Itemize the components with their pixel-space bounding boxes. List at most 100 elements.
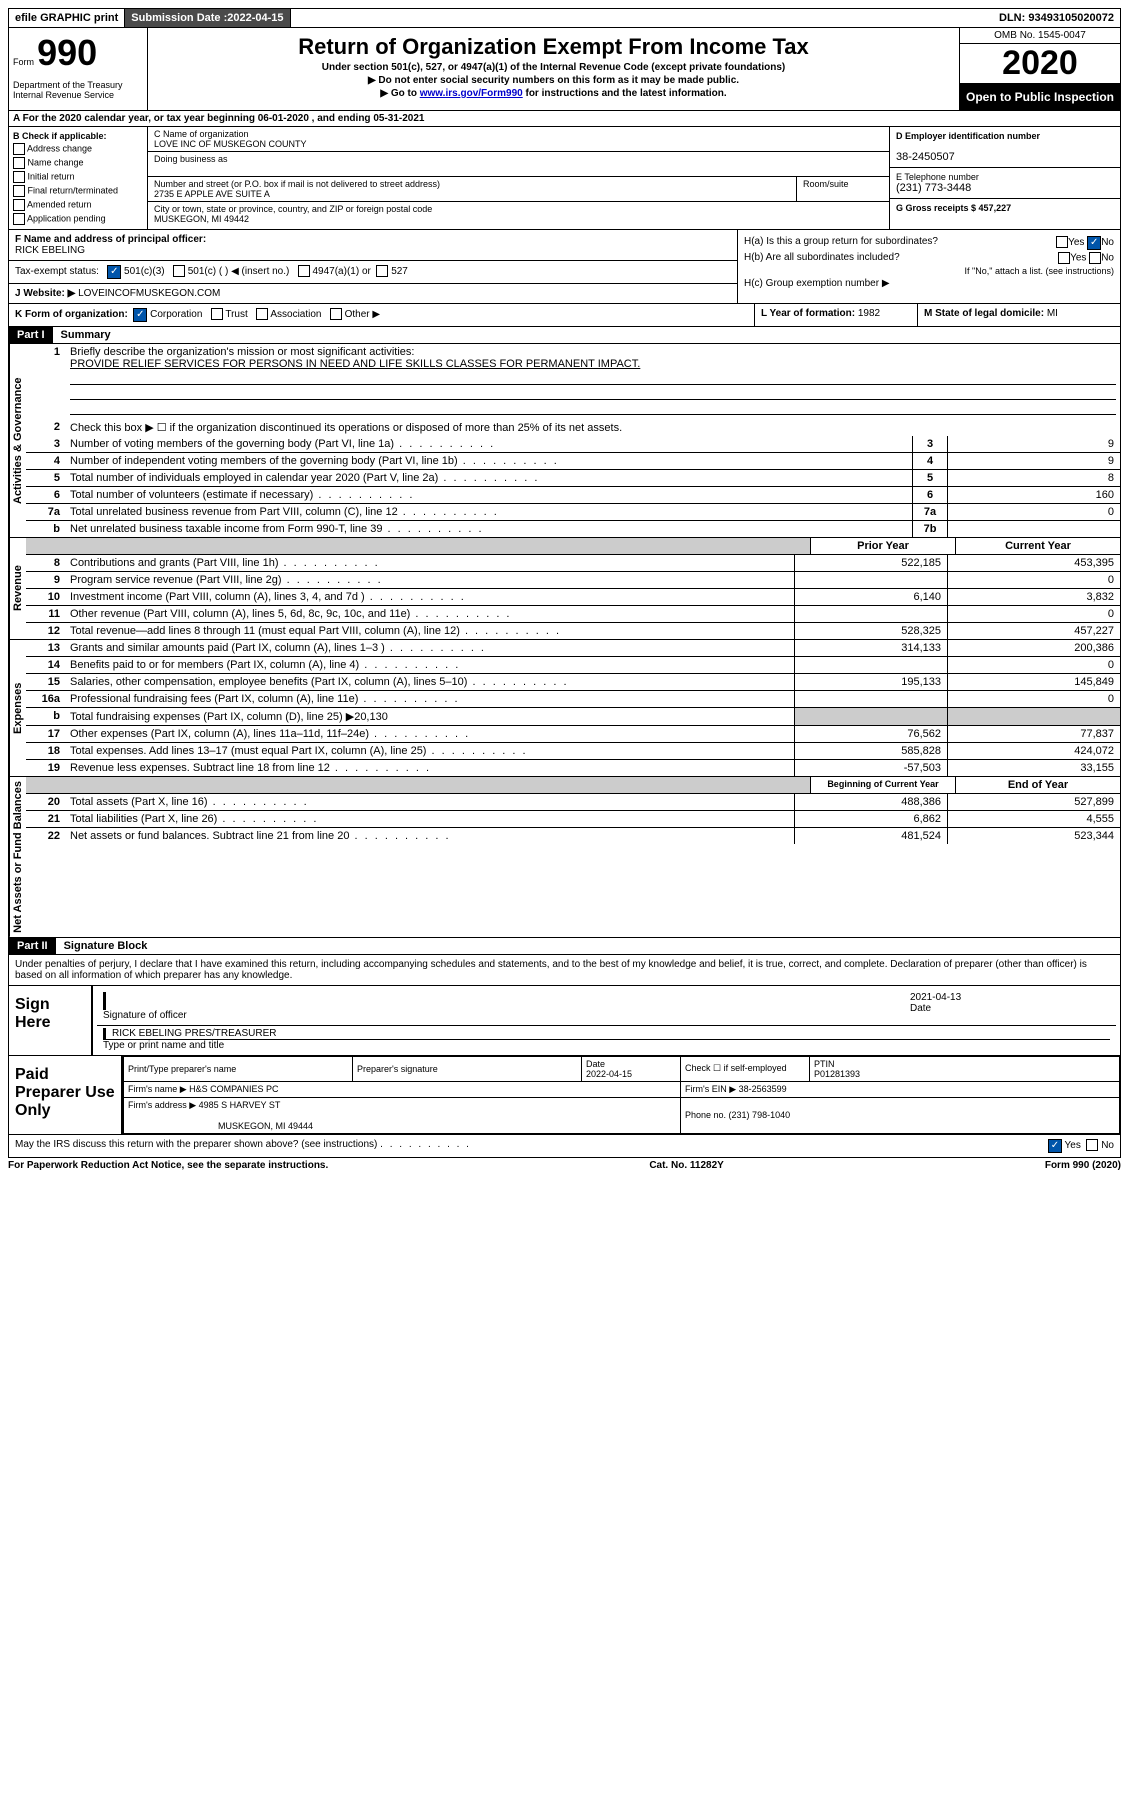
discuss-row: May the IRS discuss this return with the… — [9, 1134, 1120, 1157]
chk-501c3[interactable]: ✓ — [107, 265, 121, 279]
chk-other[interactable] — [330, 308, 342, 320]
sig-date-label: Date — [910, 1003, 931, 1014]
city-value: MUSKEGON, MI 49442 — [154, 214, 883, 224]
firm-addr1: 4985 S HARVEY ST — [199, 1100, 281, 1110]
gov-line-7a: 7a Total unrelated business revenue from… — [26, 504, 1120, 521]
chk-4947[interactable] — [298, 265, 310, 277]
sig-date-value: 2021-04-13 — [910, 992, 1110, 1003]
org-name-label: C Name of organization — [154, 129, 883, 139]
hb-no[interactable] — [1089, 252, 1101, 264]
hdr-end: End of Year — [955, 777, 1120, 793]
gov-line-4: 4 Number of independent voting members o… — [26, 453, 1120, 470]
part1-title: Summary — [53, 327, 119, 343]
hc-label: H(c) Group exemption number ▶ — [744, 278, 890, 289]
discuss-yes[interactable]: ✓ — [1048, 1139, 1062, 1153]
net-lines-22: 22 Net assets or fund balances. Subtract… — [26, 828, 1120, 844]
header-note-1: ▶ Do not enter social security numbers o… — [156, 75, 951, 86]
dept-treasury: Department of the Treasury Internal Reve… — [13, 80, 143, 100]
chk-app-pending[interactable]: Application pending — [13, 213, 143, 225]
exp-lines-13: 13 Grants and similar amounts paid (Part… — [26, 640, 1120, 657]
gov-line-6: 6 Total number of volunteers (estimate i… — [26, 487, 1120, 504]
vert-expenses: Expenses — [9, 640, 26, 776]
form-header: Form 990 Department of the Treasury Inte… — [8, 28, 1121, 111]
exp-lines-15: 15 Salaries, other compensation, employe… — [26, 674, 1120, 691]
top-bar: efile GRAPHIC print Submission Date : 20… — [8, 8, 1121, 28]
ha-no[interactable]: ✓ — [1087, 236, 1101, 250]
website-row: J Website: ▶ LOVEINCOFMUSKEGON.COM — [9, 284, 737, 303]
gov-line-b: b Net unrelated business taxable income … — [26, 521, 1120, 537]
section-governance: Activities & Governance 1 Briefly descri… — [8, 344, 1121, 538]
city-label: City or town, state or province, country… — [154, 204, 883, 214]
paid-preparer-label: Paid Preparer Use Only — [9, 1056, 123, 1134]
chk-initial-return[interactable]: Initial return — [13, 171, 143, 183]
dba-label: Doing business as — [154, 154, 883, 164]
chk-527[interactable] — [376, 265, 388, 277]
preparer-table: Print/Type preparer's name Preparer's si… — [123, 1056, 1120, 1134]
chk-amended[interactable]: Amended return — [13, 199, 143, 211]
firm-addr2: MUSKEGON, MI 49444 — [128, 1121, 313, 1131]
rev-lines-9: 9 Program service revenue (Part VIII, li… — [26, 572, 1120, 589]
section-a: A For the 2020 calendar year, or tax yea… — [8, 111, 1121, 127]
sign-here-label: Sign Here — [9, 986, 93, 1055]
vert-governance: Activities & Governance — [9, 344, 26, 537]
net-lines-20: 20 Total assets (Part X, line 16) 488,38… — [26, 794, 1120, 811]
col-d-ein: D Employer identification number 38-2450… — [890, 127, 1120, 229]
exp-lines-17: 17 Other expenses (Part IX, column (A), … — [26, 726, 1120, 743]
rev-lines-10: 10 Investment income (Part VIII, column … — [26, 589, 1120, 606]
firm-name: H&S COMPANIES PC — [189, 1084, 278, 1094]
m-state: M State of legal domicile: MI — [918, 304, 1120, 326]
tax-year: 2020 — [960, 44, 1120, 84]
ha-yes[interactable] — [1056, 236, 1068, 248]
section-expenses: Expenses 13 Grants and similar amounts p… — [8, 640, 1121, 777]
q1-answer: PROVIDE RELIEF SERVICES FOR PERSONS IN N… — [70, 358, 640, 370]
chk-assoc[interactable] — [256, 308, 268, 320]
hb-label: H(b) Are all subordinates included? — [744, 252, 900, 264]
chk-trust[interactable] — [211, 308, 223, 320]
l-year-formation: L Year of formation: 1982 — [755, 304, 918, 326]
section-net-assets: Net Assets or Fund Balances Beginning of… — [8, 777, 1121, 938]
part2-label: Part II — [9, 938, 56, 954]
block-bcd: B Check if applicable: Address change Na… — [8, 127, 1121, 230]
chk-final-return[interactable]: Final return/terminated — [13, 185, 143, 197]
efile-label: efile GRAPHIC print — [9, 9, 125, 27]
hdr-prior-year: Prior Year — [810, 538, 955, 554]
form-num: 990 — [37, 32, 97, 73]
exp-lines-b: b Total fundraising expenses (Part IX, c… — [26, 708, 1120, 726]
penalty-text: Under penalties of perjury, I declare th… — [9, 955, 1120, 986]
omb-number: OMB No. 1545-0047 — [960, 28, 1120, 44]
gross-label: G Gross receipts $ — [896, 203, 979, 213]
ptin-value: P01281393 — [814, 1069, 860, 1079]
part1-header: Part I Summary — [8, 327, 1121, 344]
discuss-no[interactable] — [1086, 1139, 1098, 1151]
part1-label: Part I — [9, 327, 53, 343]
hb-yes[interactable] — [1058, 252, 1070, 264]
hb-note: If "No," attach a list. (see instruction… — [744, 266, 1114, 276]
ein-value: 38-2450507 — [896, 151, 955, 163]
check-self-employed[interactable]: Check ☐ if self-employed — [681, 1056, 810, 1081]
chk-501c[interactable] — [173, 265, 185, 277]
submission-date: Submission Date : 2022-04-15 — [125, 9, 290, 27]
k-form-org: K Form of organization: ✓ Corporation Tr… — [9, 304, 755, 326]
firm-phone: (231) 798-1040 — [729, 1110, 791, 1120]
section-revenue: Revenue Prior Year Current Year 8 Contri… — [8, 538, 1121, 640]
open-to-public: Open to Public Inspection — [960, 84, 1120, 110]
type-name-label: Type or print name and title — [103, 1039, 1110, 1051]
footer: For Paperwork Reduction Act Notice, see … — [8, 1158, 1121, 1173]
header-center: Return of Organization Exempt From Incom… — [148, 28, 959, 110]
prep-date: 2022-04-15 — [586, 1069, 632, 1079]
ein-label: D Employer identification number — [896, 131, 1040, 141]
net-lines-21: 21 Total liabilities (Part X, line 26) 6… — [26, 811, 1120, 828]
chk-name-change[interactable]: Name change — [13, 157, 143, 169]
signature-section: Under penalties of perjury, I declare th… — [8, 955, 1121, 1158]
chk-corp[interactable]: ✓ — [133, 308, 147, 322]
q1-label: Briefly describe the organization's miss… — [70, 346, 414, 358]
street-label: Number and street (or P.O. box if mail i… — [154, 179, 790, 189]
chk-address-change[interactable]: Address change — [13, 143, 143, 155]
firm-ein: 38-2563599 — [739, 1084, 787, 1094]
hdr-current-year: Current Year — [955, 538, 1120, 554]
col-h: H(a) Is this a group return for subordin… — [738, 230, 1120, 303]
form-word: Form — [13, 57, 34, 67]
irs-link[interactable]: www.irs.gov/Form990 — [420, 88, 523, 99]
tax-exempt-row: Tax-exempt status: ✓ 501(c)(3) 501(c) ( … — [9, 261, 737, 284]
rev-lines-12: 12 Total revenue—add lines 8 through 11 … — [26, 623, 1120, 639]
